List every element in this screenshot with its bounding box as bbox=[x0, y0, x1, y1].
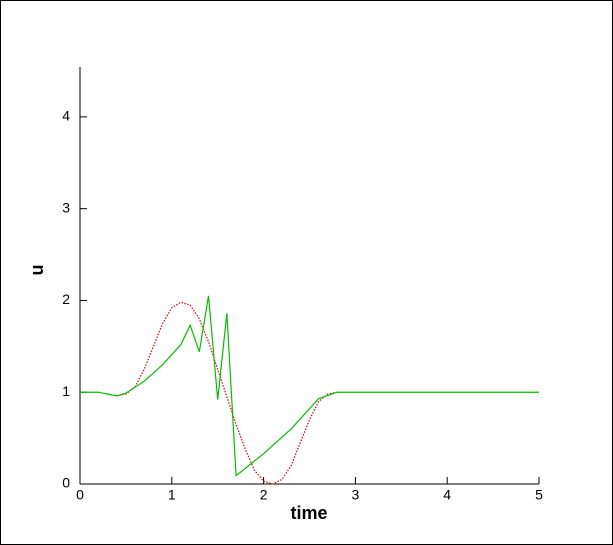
y-tick-label: 3 bbox=[62, 199, 70, 215]
series-line bbox=[107, 301, 338, 485]
x-tick-label: 3 bbox=[352, 487, 360, 503]
y-tick-label: 1 bbox=[62, 383, 70, 399]
x-axis-title: time bbox=[290, 503, 327, 523]
x-tick-label: 4 bbox=[443, 487, 451, 503]
x-tick-label: 5 bbox=[535, 487, 543, 503]
x-tick-label: 1 bbox=[168, 487, 176, 503]
y-axis-title: u bbox=[27, 265, 47, 276]
series-line bbox=[80, 295, 539, 477]
x-tick-label: 2 bbox=[260, 487, 268, 503]
y-tick-label: 2 bbox=[62, 291, 70, 307]
x-tick-label: 0 bbox=[76, 487, 84, 503]
y-tick-label: 4 bbox=[62, 108, 70, 124]
y-tick-label: 0 bbox=[62, 475, 70, 491]
